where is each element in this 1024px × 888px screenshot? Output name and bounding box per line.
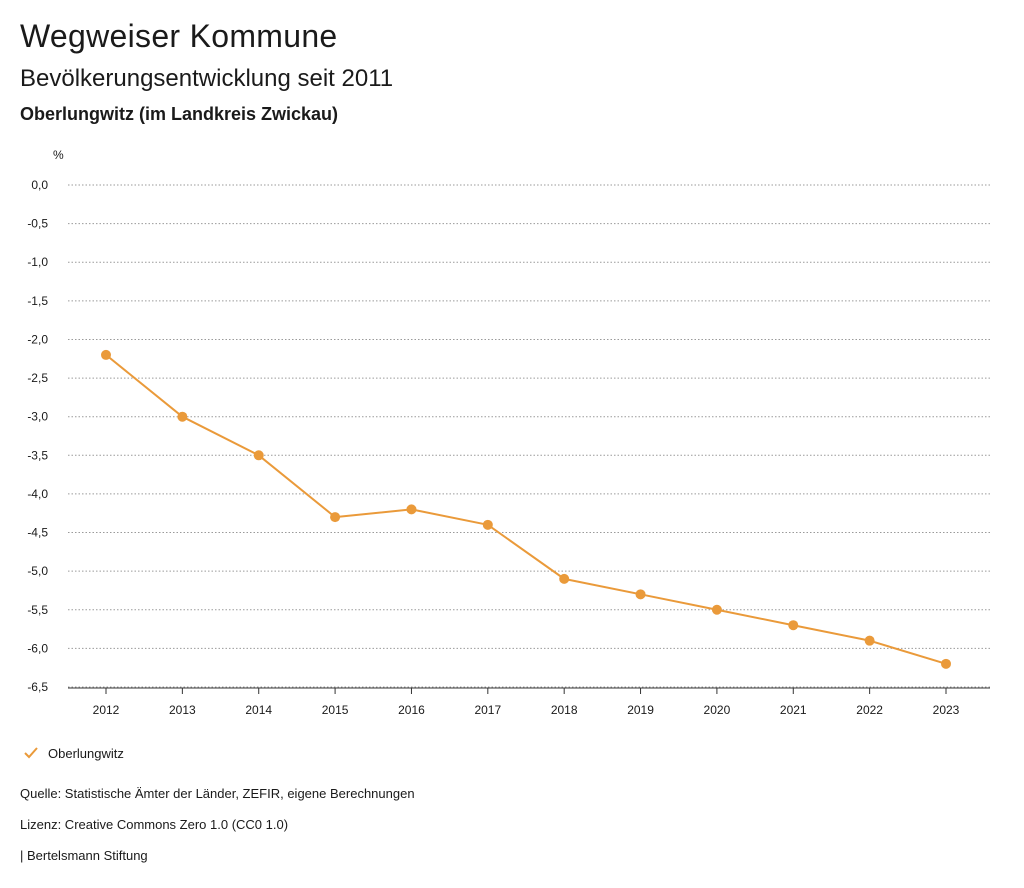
x-tick-label: 2013 — [169, 703, 196, 717]
y-tick-label: -0,5 — [27, 217, 48, 231]
data-point — [788, 620, 799, 631]
data-point — [482, 519, 493, 530]
data-point — [177, 411, 188, 422]
y-tick-label: -1,0 — [27, 255, 48, 269]
y-tick-label: -6,0 — [27, 641, 48, 655]
data-point — [559, 573, 570, 584]
chart-legend[interactable]: Oberlungwitz — [22, 744, 124, 762]
x-tick-label: 2023 — [933, 703, 960, 717]
x-tick-label: 2018 — [551, 703, 578, 717]
y-tick-label: -1,5 — [27, 294, 48, 308]
x-tick-label: 2022 — [856, 703, 883, 717]
y-tick-label: -2,0 — [27, 332, 48, 346]
x-tick-label: 2016 — [398, 703, 425, 717]
brand-note: | Bertelsmann Stiftung — [20, 848, 148, 863]
data-point — [330, 512, 341, 523]
line-chart: % 0,0 -0,5 -1,0 -1,5 -2,0 -2,5 -3,0 -3,5 -4,0 -4,5… — [27, 148, 990, 717]
license-note: Lizenz: Creative Commons Zero 1.0 (CC0 1… — [20, 817, 289, 832]
x-tick-label: 2014 — [245, 703, 272, 717]
data-point — [864, 635, 875, 646]
y-tick-label: -4,0 — [27, 487, 48, 501]
x-tick-label: 2021 — [780, 703, 807, 717]
y-axis-unit: % — [53, 148, 64, 162]
checkmark-icon — [24, 747, 38, 759]
y-tick-label: -3,0 — [27, 410, 48, 424]
y-tick-label: -4,5 — [27, 526, 48, 540]
data-point — [941, 658, 951, 669]
x-tick-label: 2017 — [474, 703, 501, 717]
source-note: Quelle: Statistische Ämter der Länder, Z… — [20, 786, 415, 801]
y-tick-label: -5,0 — [27, 564, 48, 578]
y-tick-label: -3,5 — [27, 448, 48, 462]
x-tick-label: 2012 — [93, 703, 120, 717]
page-title: Wegweiser Kommune — [20, 18, 338, 54]
x-tick-label: 2015 — [322, 703, 349, 717]
legend-label: Oberlungwitz — [48, 745, 124, 761]
data-point — [635, 589, 646, 600]
region-label: Oberlungwitz (im Landkreis Zwickau) — [20, 104, 339, 124]
data-point — [711, 604, 722, 615]
series-line — [105, 354, 947, 665]
x-tick-label: 2019 — [627, 703, 654, 717]
data-point — [406, 504, 417, 515]
y-tick-label: -5,5 — [27, 603, 48, 617]
x-tick-label: 2020 — [704, 703, 731, 717]
y-tick-label: 0,0 — [31, 178, 48, 192]
y-tick-label: -6,5 — [27, 680, 48, 694]
chart-subtitle: Bevölkerungsentwicklung seit 2011 — [20, 65, 394, 92]
y-tick-label: -2,5 — [27, 371, 48, 385]
data-point — [253, 450, 264, 461]
data-point — [101, 349, 111, 360]
